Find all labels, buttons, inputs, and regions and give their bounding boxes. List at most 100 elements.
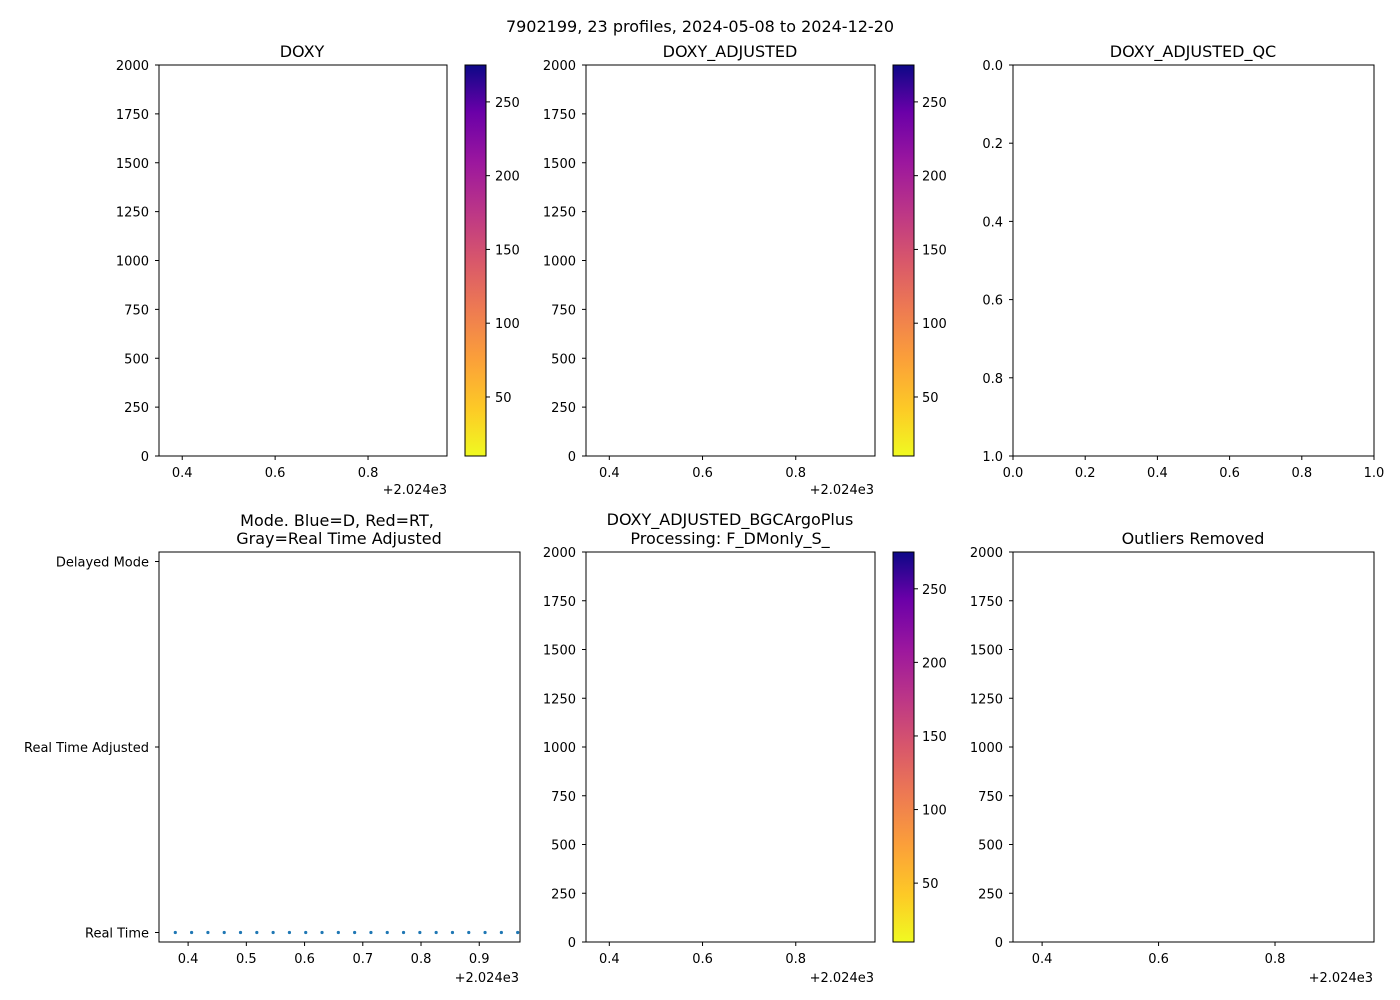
x-tick-label: 0.8 <box>785 952 806 967</box>
y-tick-label: 0 <box>568 936 576 951</box>
y-tick-label: 750 <box>551 790 576 805</box>
plot-frame <box>1012 551 1375 943</box>
colorbar-tick-label: 150 <box>495 243 520 258</box>
x-tick-label: 0.4 <box>599 952 620 967</box>
x-tick-label: 0.6 <box>265 466 286 481</box>
y-tick-label: 750 <box>978 790 1003 805</box>
mode-point <box>336 930 340 935</box>
panel-doxy-adjusted-qc: DOXY_ADJUSTED_QC 0.0 0.2 0.4 0.6 0.8 1.00.00.… <box>982 42 1384 481</box>
colorbar-tick-label: 200 <box>922 170 947 185</box>
y-tick-label: 0.8 <box>982 372 1003 387</box>
x-tick-label: 0.6 <box>692 952 713 967</box>
y-tick-label: 1000 <box>116 255 149 270</box>
panel-title-line2: Processing: F_DMonly_S_ <box>630 529 830 549</box>
x-offset-label: +2.024e3 <box>455 971 519 986</box>
mode-point <box>467 930 471 935</box>
x-tick-label: 0.4 <box>1032 952 1053 967</box>
mode-point <box>418 930 422 935</box>
axes: 0.4 0.5 0.6 0.7 0.8 0.9 Delayed Mode Real Time … <box>24 551 521 967</box>
y-tick-label: 1750 <box>543 595 576 610</box>
y-tick-label: 1.0 <box>982 450 1003 465</box>
y-tick-label: 1750 <box>970 595 1003 610</box>
mode-point <box>434 930 438 935</box>
mode-points <box>173 930 520 935</box>
axes: 0.4 0.6 0.8 0 250 500 750 1000 1250 1500 1750 2000 <box>116 59 448 481</box>
colorbar: 50 100 150 200 250 <box>464 64 520 457</box>
y-tick-label: 1500 <box>970 644 1003 659</box>
y-tick-label: 2000 <box>543 546 576 561</box>
plot-frame <box>1012 64 1375 457</box>
panel-doxy-bgcargoplus: DOXY_ADJUSTED_BGCArgoPlus Processing: F_… <box>543 510 876 986</box>
plot-frame <box>158 64 448 457</box>
mode-point <box>238 930 243 935</box>
x-tick-label: 0.4 <box>599 466 620 481</box>
mode-point <box>320 930 324 935</box>
y-tick-label: Delayed Mode <box>56 556 149 571</box>
y-tick-label: 750 <box>124 303 149 318</box>
x-tick-label: 0.8 <box>358 466 379 481</box>
x-tick-label: 0.4 <box>172 466 193 481</box>
panel-title-line2: Gray=Real Time Adjusted <box>236 529 442 548</box>
colorbar-tick-label: 100 <box>922 804 947 819</box>
y-tick-label: 1250 <box>116 206 149 221</box>
mode-point <box>353 930 357 935</box>
x-offset-label: +2.024e3 <box>1309 971 1373 986</box>
y-tick-label: 0.2 <box>982 137 1003 152</box>
colorbar-fill <box>892 64 915 457</box>
x-tick-label: 0.6 <box>294 952 315 967</box>
mode-point <box>385 930 389 935</box>
x-tick-label: 0.9 <box>469 952 490 967</box>
y-tick-label: 1000 <box>543 255 576 270</box>
mode-point <box>173 930 177 935</box>
colorbar-fill <box>892 551 915 943</box>
colorbar-tick-label: 200 <box>922 656 947 671</box>
x-tick-label: 0.0 <box>1003 466 1024 481</box>
y-tick-label: 2000 <box>970 546 1003 561</box>
colorbar: 50 100 150 200 250 <box>892 551 947 943</box>
plot-frame <box>158 551 521 943</box>
y-tick-label: 0 <box>141 450 149 465</box>
panel-title: DOXY_ADJUSTED <box>663 42 798 62</box>
colorbar-tick-label: 100 <box>495 317 520 332</box>
y-tick-label: 1750 <box>543 108 576 123</box>
y-tick-label: 0 <box>568 450 576 465</box>
colorbar: 50 100 150 200 250 <box>892 64 947 457</box>
axes: 0.4 0.6 0.8 0 250 500 750 1000 1250 1500 1750 2000 <box>970 546 1375 967</box>
y-tick-label: 0.4 <box>982 215 1003 230</box>
plot-frame <box>585 551 876 943</box>
panel-title: Mode. Blue=D, Red=RT, <box>240 511 434 530</box>
panel-title: DOXY_ADJUSTED_BGCArgoPlus <box>607 510 854 530</box>
y-tick-label: 2000 <box>116 59 149 74</box>
y-tick-label: 250 <box>551 887 576 902</box>
panel-mode: Mode. Blue=D, Red=RT, Gray=Real Time Adj… <box>24 511 521 986</box>
mode-point <box>499 930 503 935</box>
y-tick-label: 250 <box>551 401 576 416</box>
y-tick-label: 0.0 <box>982 59 1003 74</box>
panel-doxy-adjusted: DOXY_ADJUSTED 0.4 0.6 0.8 0 250 500 750 1000 125… <box>543 42 876 498</box>
y-tick-label: 1500 <box>116 157 149 172</box>
y-tick-label: Real Time Adjusted <box>24 741 149 756</box>
mode-point <box>401 930 406 935</box>
y-tick-label: 1500 <box>543 644 576 659</box>
y-tick-label: 1500 <box>543 157 576 172</box>
x-tick-label: 1.0 <box>1364 466 1385 481</box>
y-tick-label: 250 <box>124 401 149 416</box>
mode-point <box>304 930 308 935</box>
mode-point <box>222 930 226 935</box>
axes: 0.0 0.2 0.4 0.6 0.8 1.00.00.20.40.60.81.0 <box>982 59 1384 481</box>
panel-doxy: DOXY 0.4 0.6 0.8 0 250 500 750 1000 1250 1500 1750… <box>116 42 448 498</box>
mode-point <box>255 930 259 935</box>
colorbar-tick-label: 150 <box>922 243 947 258</box>
x-tick-label: 0.4 <box>1147 466 1168 481</box>
colorbar-tick-label: 150 <box>922 730 947 745</box>
x-offset-label: +2.024e3 <box>383 483 447 498</box>
y-tick-label: 750 <box>551 303 576 318</box>
y-tick-label: Real Time <box>85 927 149 942</box>
x-tick-label: 0.5 <box>236 952 257 967</box>
panel-outliers-removed: Outliers Removed 0.4 0.6 0.8 0 250 500 750 1000… <box>970 529 1375 986</box>
y-tick-label: 500 <box>978 839 1003 854</box>
panel-title: Outliers Removed <box>1122 529 1265 548</box>
mode-point <box>369 930 373 935</box>
colorbar-fill <box>464 64 487 457</box>
x-tick-label: 0.8 <box>1291 466 1312 481</box>
